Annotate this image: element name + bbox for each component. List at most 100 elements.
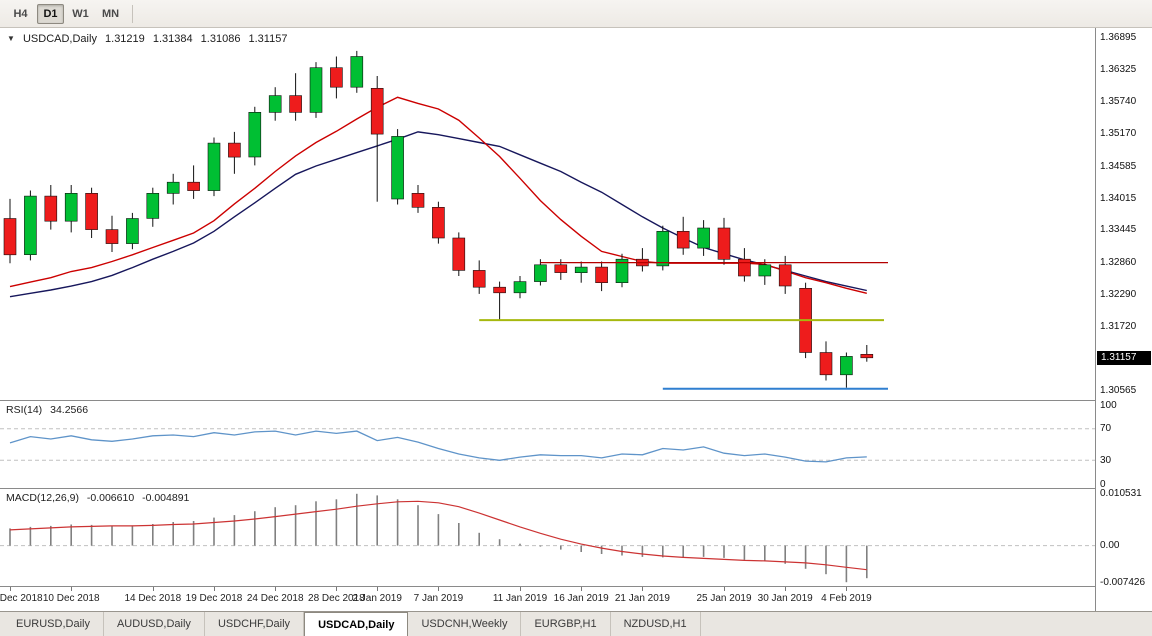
candle xyxy=(370,87,384,135)
price-axis-label: 1.32860 xyxy=(1100,257,1137,269)
pane-separator[interactable] xyxy=(0,400,1152,401)
macd-label: MACD(12,26,9) xyxy=(6,492,79,504)
macd-signal-value: -0.004891 xyxy=(142,492,190,504)
current-price-tag: 1.31157 xyxy=(1097,350,1151,365)
chart-tab-bar: EURUSD,Daily AUDUSD,Daily USDCHF,Daily USDC… xyxy=(0,611,1152,636)
date-label: 4 Feb 2019 xyxy=(821,593,872,604)
price-axis-label: 1.34585 xyxy=(1100,160,1137,172)
rsi-label: RSI(14) xyxy=(6,404,43,416)
ohlc-close: 1.31157 xyxy=(248,33,288,45)
candle xyxy=(778,264,792,287)
candle xyxy=(840,356,853,376)
candle xyxy=(595,266,608,284)
candle xyxy=(44,195,58,222)
pane-separator xyxy=(0,586,1152,587)
date-tick xyxy=(724,587,725,591)
candle xyxy=(819,352,833,376)
chart-tab-audusd[interactable]: AUDUSD,Daily xyxy=(104,612,205,636)
macd-axis-label: -0.007426 xyxy=(1100,576,1146,588)
chart-ohlc-header: ▼ USDCAD,Daily 1.31219 1.31384 1.31086 1… xyxy=(7,33,292,45)
date-tick xyxy=(846,587,848,591)
candle xyxy=(146,193,160,219)
price-axis-label: 1.35740 xyxy=(1100,96,1137,108)
date-tick xyxy=(10,587,11,591)
macd-axis-label: 0.00 xyxy=(1100,540,1120,552)
chart-tab-eurusd[interactable]: EURUSD,Daily xyxy=(3,612,104,636)
candle xyxy=(309,67,323,113)
date-tick xyxy=(785,587,787,591)
main-chart-canvas[interactable] xyxy=(0,28,1095,400)
chart-tab-usdcad[interactable]: USDCAD,Daily xyxy=(304,612,409,636)
candle xyxy=(350,56,364,88)
candle xyxy=(513,281,527,294)
price-axis-label: 1.33445 xyxy=(1100,224,1137,236)
date-label: 21 Jan 2019 xyxy=(614,593,670,604)
price-axis-label: 1.35170 xyxy=(1100,128,1137,140)
rsi-axis-label: 30 xyxy=(1100,454,1112,466)
symbol-collapse-icon[interactable]: ▼ xyxy=(7,34,15,43)
timeframe-button-d1[interactable]: D1 xyxy=(37,3,64,24)
chart-tab-eurgbp[interactable]: EURGBP,H1 xyxy=(521,612,611,636)
date-tick xyxy=(336,587,338,591)
date-tick xyxy=(71,587,73,591)
rsi-pane-canvas[interactable] xyxy=(0,401,1095,488)
price-axis-label: 1.32290 xyxy=(1100,288,1137,300)
rsi-value: 34.2566 xyxy=(50,404,89,416)
price-axis-label: 1.34015 xyxy=(1100,192,1137,204)
candle xyxy=(493,286,506,294)
timeframe-button-h4[interactable]: H4 xyxy=(13,7,28,20)
candle xyxy=(411,193,425,208)
candle xyxy=(126,218,139,244)
price-axis-label: 1.36895 xyxy=(1100,31,1137,43)
date-label: 25 Jan 2019 xyxy=(696,593,752,604)
candle xyxy=(207,142,221,191)
candle xyxy=(554,264,568,273)
macd-value: -0.006610 xyxy=(86,492,135,504)
macd-signal-line xyxy=(9,500,867,571)
price-axis[interactable]: 1.36895 1.36325 1.35740 1.35170 1.34585 1.340… xyxy=(1095,28,1152,611)
date-label: 16 Jan 2019 xyxy=(553,593,609,604)
timeframe-button-mn[interactable]: MN xyxy=(101,7,120,20)
timeframe-button-w1[interactable]: W1 xyxy=(72,7,89,20)
pane-separator[interactable] xyxy=(0,488,1152,489)
chart-tab-usdcnh[interactable]: USDCNH,Weekly xyxy=(408,612,522,636)
toolbar-separator xyxy=(132,4,133,23)
date-label: 11 Jan 2019 xyxy=(492,593,548,604)
candle xyxy=(615,258,629,283)
date-label: 24 Dec 2018 xyxy=(246,593,304,604)
candle xyxy=(330,67,343,88)
price-axis-label: 1.31720 xyxy=(1100,320,1137,332)
candle xyxy=(105,229,119,244)
chart-tab-nzdusd[interactable]: NZDUSD,H1 xyxy=(611,612,701,636)
candles-group xyxy=(3,50,874,388)
date-tick xyxy=(377,587,379,591)
date-tick xyxy=(520,587,521,591)
candle xyxy=(656,231,670,267)
candle xyxy=(3,218,17,256)
date-tick xyxy=(581,587,583,591)
candle xyxy=(85,193,98,230)
ohlc-low: 1.31086 xyxy=(200,33,241,45)
candle xyxy=(452,237,466,271)
symbol-title: USDCAD,Daily xyxy=(22,33,97,45)
date-label: 28 Dec 2018 xyxy=(308,593,365,604)
candle xyxy=(187,181,200,191)
macd-pane-canvas[interactable] xyxy=(0,489,1095,586)
candle xyxy=(738,258,751,277)
candle xyxy=(676,231,690,249)
macd-histogram xyxy=(9,493,868,583)
date-label: 10 Dec 2018 xyxy=(42,593,100,604)
date-label: 2 Jan 2019 xyxy=(352,593,402,604)
candle xyxy=(432,207,445,239)
candle xyxy=(534,264,547,282)
chart-tab-usdchf[interactable]: USDCHF,Daily xyxy=(205,612,305,636)
date-tick xyxy=(214,587,215,591)
candle xyxy=(248,112,262,158)
date-tick xyxy=(438,587,440,591)
macd-header: MACD(12,26,9) -0.006610 -0.004891 xyxy=(6,492,194,504)
candle xyxy=(289,95,302,113)
candle xyxy=(758,264,772,277)
candle xyxy=(472,270,486,288)
